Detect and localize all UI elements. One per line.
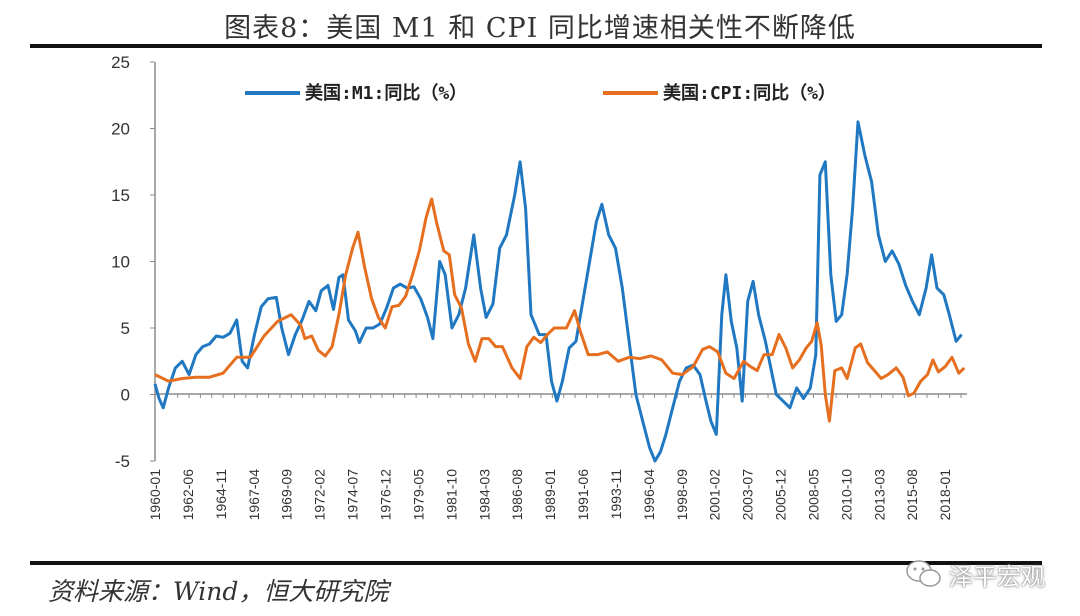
x-tick-label: 1989-01 (542, 469, 558, 521)
title-rule (30, 44, 1042, 48)
watermark-text: 泽平宏观 (949, 562, 1045, 591)
legend: 美国:M1:同比（%） 美国:CPI:同比（%） (245, 82, 836, 104)
x-tick-label: 1979-05 (410, 469, 426, 521)
wechat-icon (906, 560, 941, 587)
y-tick-label: 10 (111, 253, 130, 272)
x-tick-label: 2013-03 (871, 469, 887, 521)
x-tick-label: 1972-02 (312, 469, 328, 521)
y-tick-label: 0 (121, 386, 130, 405)
x-tick-label: 1969-09 (279, 469, 295, 521)
x-tick-label: 1996-04 (641, 469, 657, 521)
series-layer (153, 120, 966, 463)
series-line-m1 (153, 120, 963, 463)
x-tick-label: 2008-05 (805, 469, 821, 521)
y-tick-label: 20 (111, 120, 130, 139)
x-tick-label: 1964-11 (213, 469, 229, 520)
x-tick-label: 1967-04 (246, 469, 262, 521)
x-tick-label: 1974-07 (345, 469, 361, 521)
watermark: 泽平宏观 (905, 556, 1045, 592)
x-tick-label: 1993-11 (608, 469, 624, 520)
x-tick-label: 2001-02 (707, 469, 723, 521)
series-line-cpi (154, 197, 966, 423)
x-tick-label: 1984-03 (476, 469, 492, 521)
x-tick-label: 2015-08 (904, 469, 920, 521)
legend-label-cpi: 美国:CPI:同比（%） (663, 82, 836, 104)
axes: -5 0 5 10 15 20 25 1960-01 1962-06 1964-11 1967-04… (111, 53, 967, 520)
y-tick-label: 25 (111, 53, 130, 72)
chart-title: 图表8：美国 M1 和 CPI 同比增速相关性不断降低 (224, 13, 856, 44)
legend-label-m1: 美国:M1:同比（%） (305, 82, 467, 104)
x-tick-label: 2010-10 (838, 469, 854, 521)
x-tick-label: 1976-12 (378, 469, 394, 521)
x-tick-label: 1981-10 (443, 469, 459, 521)
footer-rule (30, 561, 1042, 565)
y-tick-label: -5 (115, 452, 130, 471)
line-chart: -5 0 5 10 15 20 25 1960-01 1962-06 1964-11 1967-04… (111, 53, 967, 520)
y-tick-label: 15 (111, 186, 130, 205)
x-tick-label: 1960-01 (147, 469, 163, 521)
y-tick-label: 5 (121, 319, 130, 338)
x-tick-label: 1986-08 (509, 469, 525, 521)
x-tick-label: 1998-09 (674, 469, 690, 521)
x-tick-label: 2003-07 (740, 469, 756, 521)
x-tick-label: 2018-01 (937, 469, 953, 521)
x-tick-label: 2005-12 (773, 469, 789, 521)
x-tick-label: 1991-06 (575, 469, 591, 521)
x-tick-label: 1962-06 (180, 469, 196, 521)
source-note: 资料来源：Wind，恒大研究院 (48, 577, 389, 606)
